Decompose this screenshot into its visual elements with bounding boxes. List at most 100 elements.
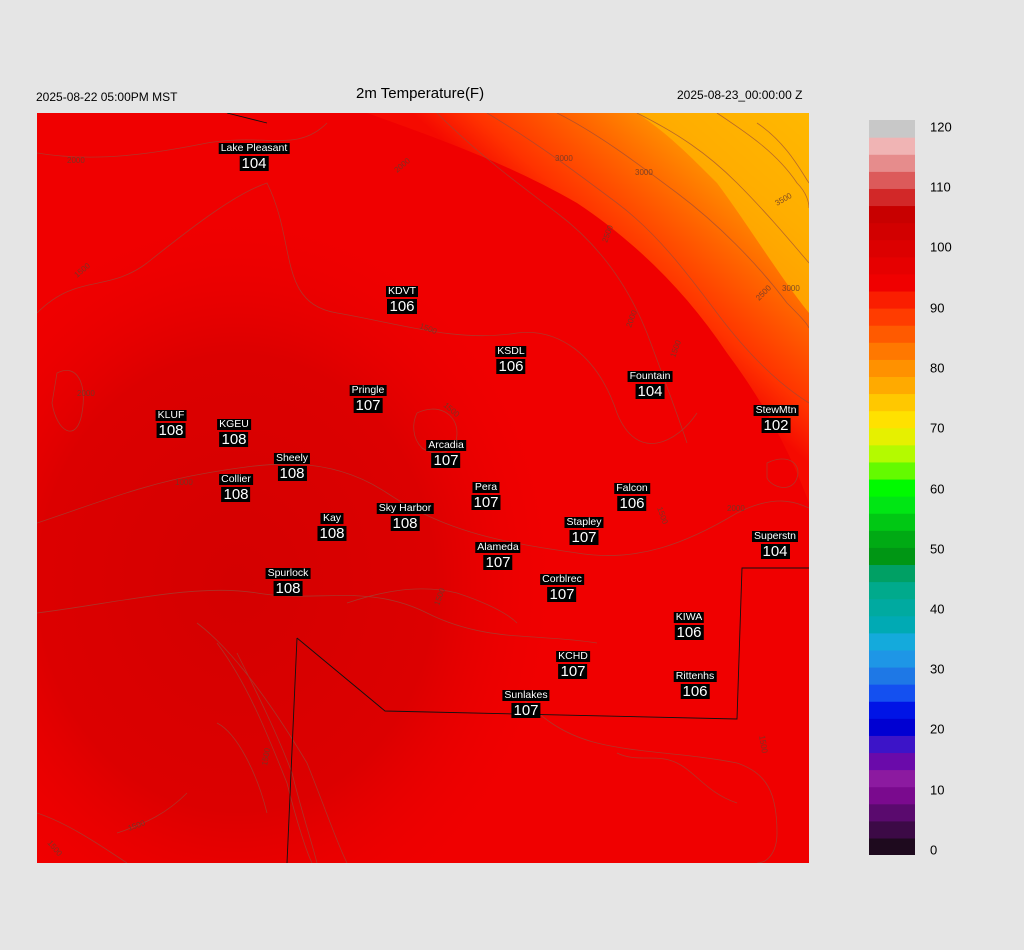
colorbar-swatch — [869, 325, 915, 343]
station-name: Sheely — [273, 452, 311, 464]
station-value: 108 — [156, 422, 186, 439]
colorbar-swatch — [869, 239, 915, 258]
station-name: Pera — [472, 481, 500, 493]
station-value: 104 — [635, 383, 665, 400]
station-label: KSDL 106 — [495, 342, 527, 374]
colorbar-swatch — [869, 615, 915, 634]
station-name: KCHD — [556, 650, 590, 662]
station-value: 104 — [760, 543, 790, 560]
colorbar-swatch — [869, 786, 915, 805]
station-name: KSDL — [495, 345, 527, 357]
station-value: 106 — [674, 624, 704, 641]
cool-region-inner — [637, 113, 809, 313]
colorbar-swatch — [869, 547, 915, 566]
temperature-field: 2000 2000 1500 1500 1500 1000 1500 2000 … — [37, 113, 809, 863]
colorbar-swatch — [869, 803, 915, 822]
colorbar-tick: 60 — [930, 481, 945, 497]
colorbar-swatch — [869, 154, 915, 172]
colorbar-swatch — [869, 273, 915, 292]
station-label: StewMtn 102 — [753, 401, 799, 433]
colorbar-swatch — [869, 188, 915, 207]
colorbar-swatch — [869, 171, 915, 189]
colorbar-tick: 40 — [930, 601, 945, 617]
station-label: Rittenhs 106 — [673, 667, 717, 700]
colorbar-tick: 30 — [930, 661, 945, 677]
colorbar-tick: 70 — [930, 420, 945, 436]
station-value: 108 — [317, 525, 347, 542]
station-value: 108 — [277, 465, 307, 482]
station-value: 108 — [219, 431, 249, 448]
colorbar-swatch — [869, 444, 915, 463]
station-value: 107 — [471, 494, 501, 511]
contour-label: 2000 — [67, 156, 85, 165]
colorbar-swatch — [869, 513, 915, 531]
colorbar-tick: 120 — [930, 119, 952, 135]
colorbar-swatch — [869, 735, 915, 754]
colorbar-swatch — [869, 393, 915, 412]
station-name: Spurlock — [265, 567, 311, 579]
contour-label: 1500 — [757, 735, 769, 755]
colorbar — [869, 120, 915, 855]
colorbar-swatch — [869, 359, 915, 377]
colorbar-swatch — [869, 308, 915, 326]
station-value: 107 — [353, 397, 383, 414]
station-value: 107 — [547, 586, 577, 603]
contour-label: 2000 — [727, 504, 745, 513]
station-name: Sunlakes — [502, 689, 550, 701]
colorbar-swatch — [869, 820, 915, 839]
station-label: Pringle 107 — [349, 381, 387, 414]
page-title: 2m Temperature(F) — [356, 85, 485, 102]
colorbar-tick: 0 — [930, 842, 938, 858]
station-value: 107 — [569, 529, 599, 546]
valid-time-utc: 2025-08-23_00:00:00 Z — [677, 88, 803, 102]
station-name: Collier — [219, 473, 253, 485]
station-label: Spurlock 108 — [265, 564, 311, 597]
colorbar-swatch — [869, 718, 915, 736]
station-value: 106 — [387, 298, 417, 315]
colorbar-swatch — [869, 342, 915, 360]
contour-label: 3000 — [635, 168, 653, 177]
colorbar-swatch — [869, 684, 915, 702]
colorbar-swatch — [869, 222, 915, 241]
colorbar-swatch — [869, 205, 915, 224]
colorbar-swatch — [869, 376, 915, 395]
station-label: Stapley 107 — [564, 513, 604, 546]
station-value: 107 — [511, 702, 541, 719]
station-label: Arcadia 107 — [426, 436, 466, 468]
station-name: Corblrec — [540, 573, 584, 585]
colorbar-tick: 10 — [930, 782, 945, 798]
temperature-map: 2000 2000 1500 1500 1500 1000 1500 2000 … — [37, 113, 809, 863]
station-value: 106 — [680, 683, 710, 700]
colorbar-tick: 20 — [930, 721, 945, 737]
station-value: 106 — [617, 495, 647, 512]
colorbar-swatch — [869, 581, 915, 600]
station-name: Arcadia — [426, 439, 466, 451]
station-value: 107 — [431, 452, 461, 469]
station-value: 108 — [221, 486, 251, 503]
station-value: 108 — [390, 515, 420, 532]
station-name: StewMtn — [753, 404, 799, 416]
station-label: Falcon 106 — [614, 479, 650, 511]
station-name: Kay — [320, 512, 344, 524]
station-label: Sheely 108 — [273, 449, 311, 482]
station-name: Falcon — [614, 482, 650, 494]
station-name: KIWA — [673, 611, 705, 623]
station-label: Superstn 104 — [751, 527, 799, 560]
station-label: Kay 108 — [317, 509, 347, 542]
colorbar-swatch — [869, 461, 915, 480]
station-name: Lake Pleasant — [218, 142, 290, 154]
boundary-lines — [226, 113, 809, 863]
station-name: KDVT — [385, 285, 419, 297]
colorbar-swatch — [869, 120, 915, 138]
station-label: Collier 108 — [219, 470, 253, 502]
station-name: Pringle — [349, 384, 387, 396]
colorbar-swatch — [869, 837, 915, 855]
station-label: Alameda 107 — [475, 538, 521, 570]
station-value: 108 — [273, 580, 303, 597]
colorbar-swatch — [869, 752, 915, 771]
station-label: KCHD 107 — [556, 647, 590, 679]
colorbar-swatch — [869, 649, 915, 668]
contour-label: 3000 — [555, 154, 573, 163]
colorbar-swatch — [869, 256, 915, 275]
colorbar-swatch — [869, 290, 915, 309]
